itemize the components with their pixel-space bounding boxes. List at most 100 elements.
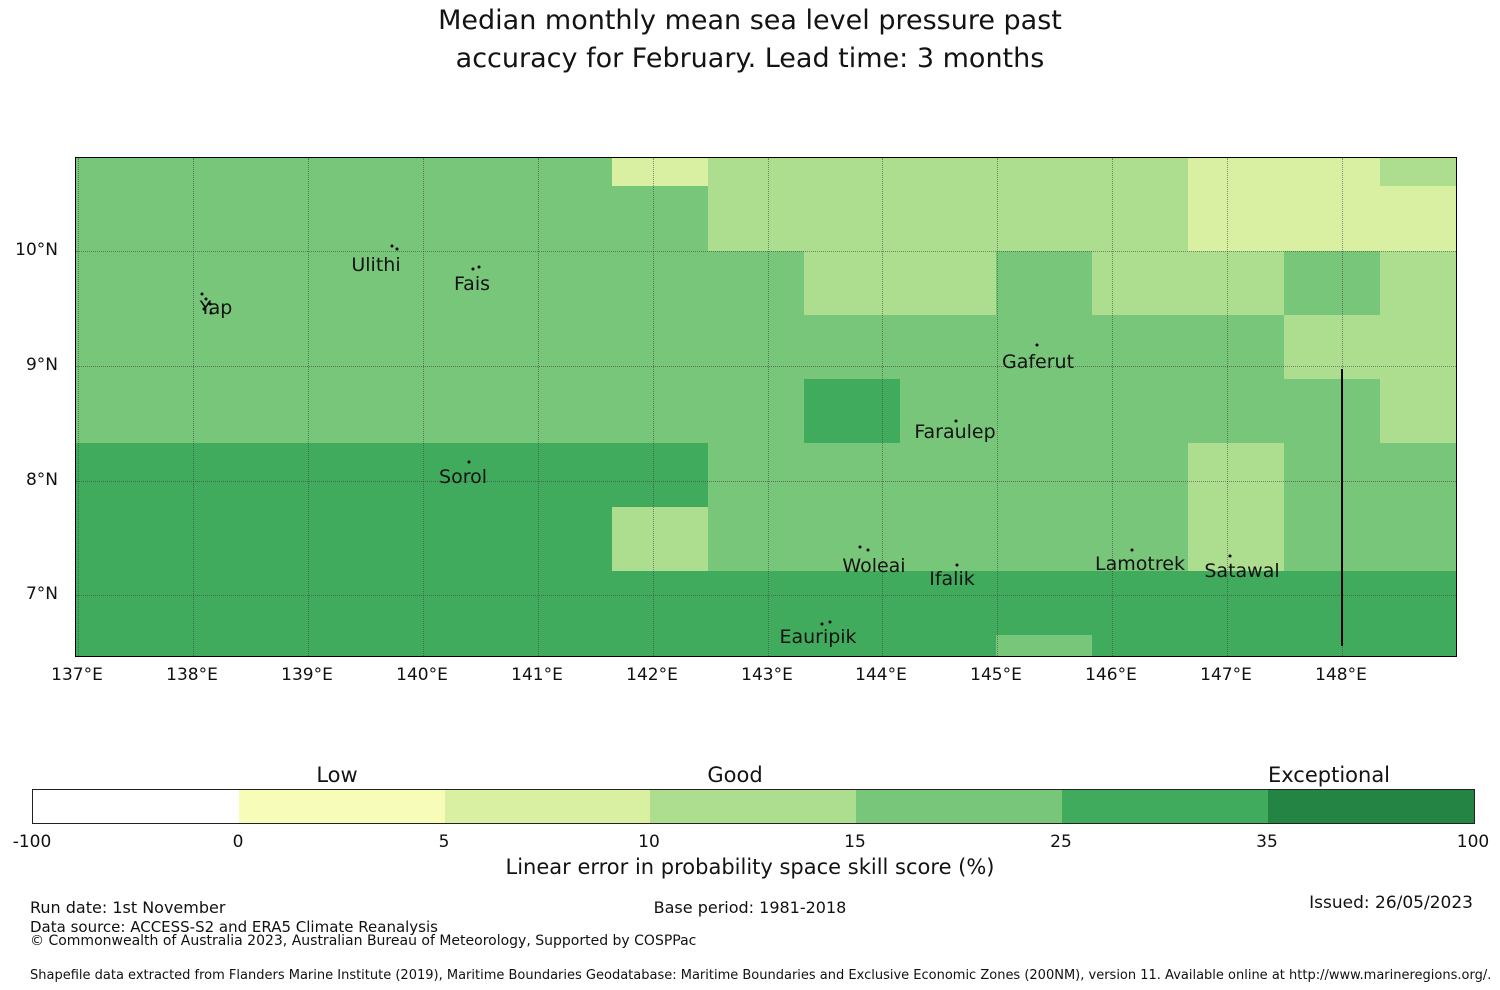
grid-cell <box>76 635 132 656</box>
grid-cell <box>900 635 996 656</box>
grid-cell <box>228 379 324 443</box>
grid-cell <box>612 635 708 656</box>
grid-cell <box>1188 158 1284 186</box>
island-marker-dot <box>390 244 394 248</box>
grid-cell <box>324 315 420 379</box>
colorbar-category-label: Low <box>316 763 358 787</box>
island-marker-dot <box>477 265 481 269</box>
grid-cell <box>804 315 900 379</box>
grid-cell <box>420 379 516 443</box>
grid-cell <box>420 443 516 507</box>
grid-cell <box>996 379 1092 443</box>
grid-cell <box>324 571 420 635</box>
grid-cell <box>1092 443 1188 507</box>
grid-cell <box>420 635 516 656</box>
chart-title: Median monthly mean sea level pressure p… <box>0 2 1500 78</box>
grid-cell <box>516 379 612 443</box>
grid-cell <box>516 571 612 635</box>
map-gridline-vertical <box>1227 158 1228 656</box>
island-marker-dot <box>1130 548 1134 552</box>
grid-cell <box>76 443 132 507</box>
island-label: Fais <box>453 273 491 295</box>
grid-cell <box>132 379 228 443</box>
grid-cell <box>996 635 1092 656</box>
colorbar-segment <box>239 790 445 823</box>
grid-cell <box>516 158 612 186</box>
island-label: Sorol <box>439 466 487 488</box>
grid-cell <box>516 186 612 251</box>
map-gridline-horizontal <box>76 481 1456 482</box>
island-label: Gaferut <box>1001 351 1075 373</box>
grid-cell <box>996 251 1092 315</box>
grid-cell <box>900 251 996 315</box>
grid-cell <box>996 158 1092 186</box>
colorbar-segment <box>650 790 856 823</box>
grid-cell <box>1380 507 1456 571</box>
grid-cell <box>708 379 804 443</box>
grid-cell <box>708 186 804 251</box>
grid-cell <box>804 507 900 571</box>
y-tick-label: 9°N <box>25 355 58 375</box>
grid-cell <box>516 443 612 507</box>
colorbar-tick-label: 25 <box>1050 832 1072 852</box>
copyright-text: © Commonwealth of Australia 2023, Austra… <box>30 933 697 949</box>
grid-cell <box>1284 507 1380 571</box>
island-label: Ulithi <box>351 254 401 276</box>
x-tick-label: 144°E <box>855 665 907 685</box>
x-tick-label: 147°E <box>1200 665 1252 685</box>
grid-cell <box>1284 186 1380 251</box>
grid-cell <box>1380 251 1456 315</box>
map-gridline-horizontal <box>76 595 1456 596</box>
island-marker-dot <box>954 419 958 423</box>
grid-cell <box>1284 635 1380 656</box>
grid-cell <box>612 507 708 571</box>
grid-cell <box>228 571 324 635</box>
grid-cell <box>612 571 708 635</box>
grid-cell <box>324 251 420 315</box>
grid-cell <box>132 315 228 379</box>
grid-cell <box>420 571 516 635</box>
grid-cell <box>996 507 1092 571</box>
grid-cell <box>1092 158 1188 186</box>
island-label: Eauripik <box>779 626 857 648</box>
grid-cell <box>228 251 324 315</box>
island-marker-dot <box>209 311 213 315</box>
grid-cell <box>612 186 708 251</box>
map-gridline-vertical <box>768 158 769 656</box>
island-label: Faraulep <box>914 421 996 443</box>
grid-cell <box>228 635 324 656</box>
map-gridline-vertical <box>538 158 539 656</box>
grid-cell <box>1092 635 1188 656</box>
base-period-text: Base period: 1981-2018 <box>653 898 847 917</box>
island-marker-dot <box>858 545 862 549</box>
colorbar-segment <box>1268 790 1474 823</box>
grid-cell <box>1188 635 1284 656</box>
colorbar-tick-label: 35 <box>1256 832 1278 852</box>
grid-cell <box>324 379 420 443</box>
grid-cell <box>324 158 420 186</box>
island-marker-dot <box>828 620 832 624</box>
x-tick-label: 137°E <box>51 665 103 685</box>
grid-cell <box>76 315 132 379</box>
colorbar-tick-label: 15 <box>844 832 866 852</box>
grid-cell <box>324 186 420 251</box>
chart-title-line2: accuracy for February. Lead time: 3 mont… <box>455 43 1045 74</box>
grid-cell <box>1188 507 1284 571</box>
grid-cell <box>1188 379 1284 443</box>
grid-cell <box>228 443 324 507</box>
island-label: Satawal <box>1204 560 1280 582</box>
grid-cell <box>1092 379 1188 443</box>
grid-cell <box>420 251 516 315</box>
grid-cell <box>1092 507 1188 571</box>
grid-cell <box>1284 571 1380 635</box>
island-marker-dot <box>1035 343 1039 347</box>
island-marker-dot <box>471 267 475 271</box>
grid-cell <box>1188 315 1284 379</box>
island-label: Lamotrek <box>1095 553 1185 575</box>
colorbar-category-label: Good <box>707 763 763 787</box>
grid-cell <box>996 315 1092 379</box>
x-tick-label: 145°E <box>970 665 1022 685</box>
island-label: Ifalik <box>929 568 975 590</box>
grid-cell <box>708 507 804 571</box>
